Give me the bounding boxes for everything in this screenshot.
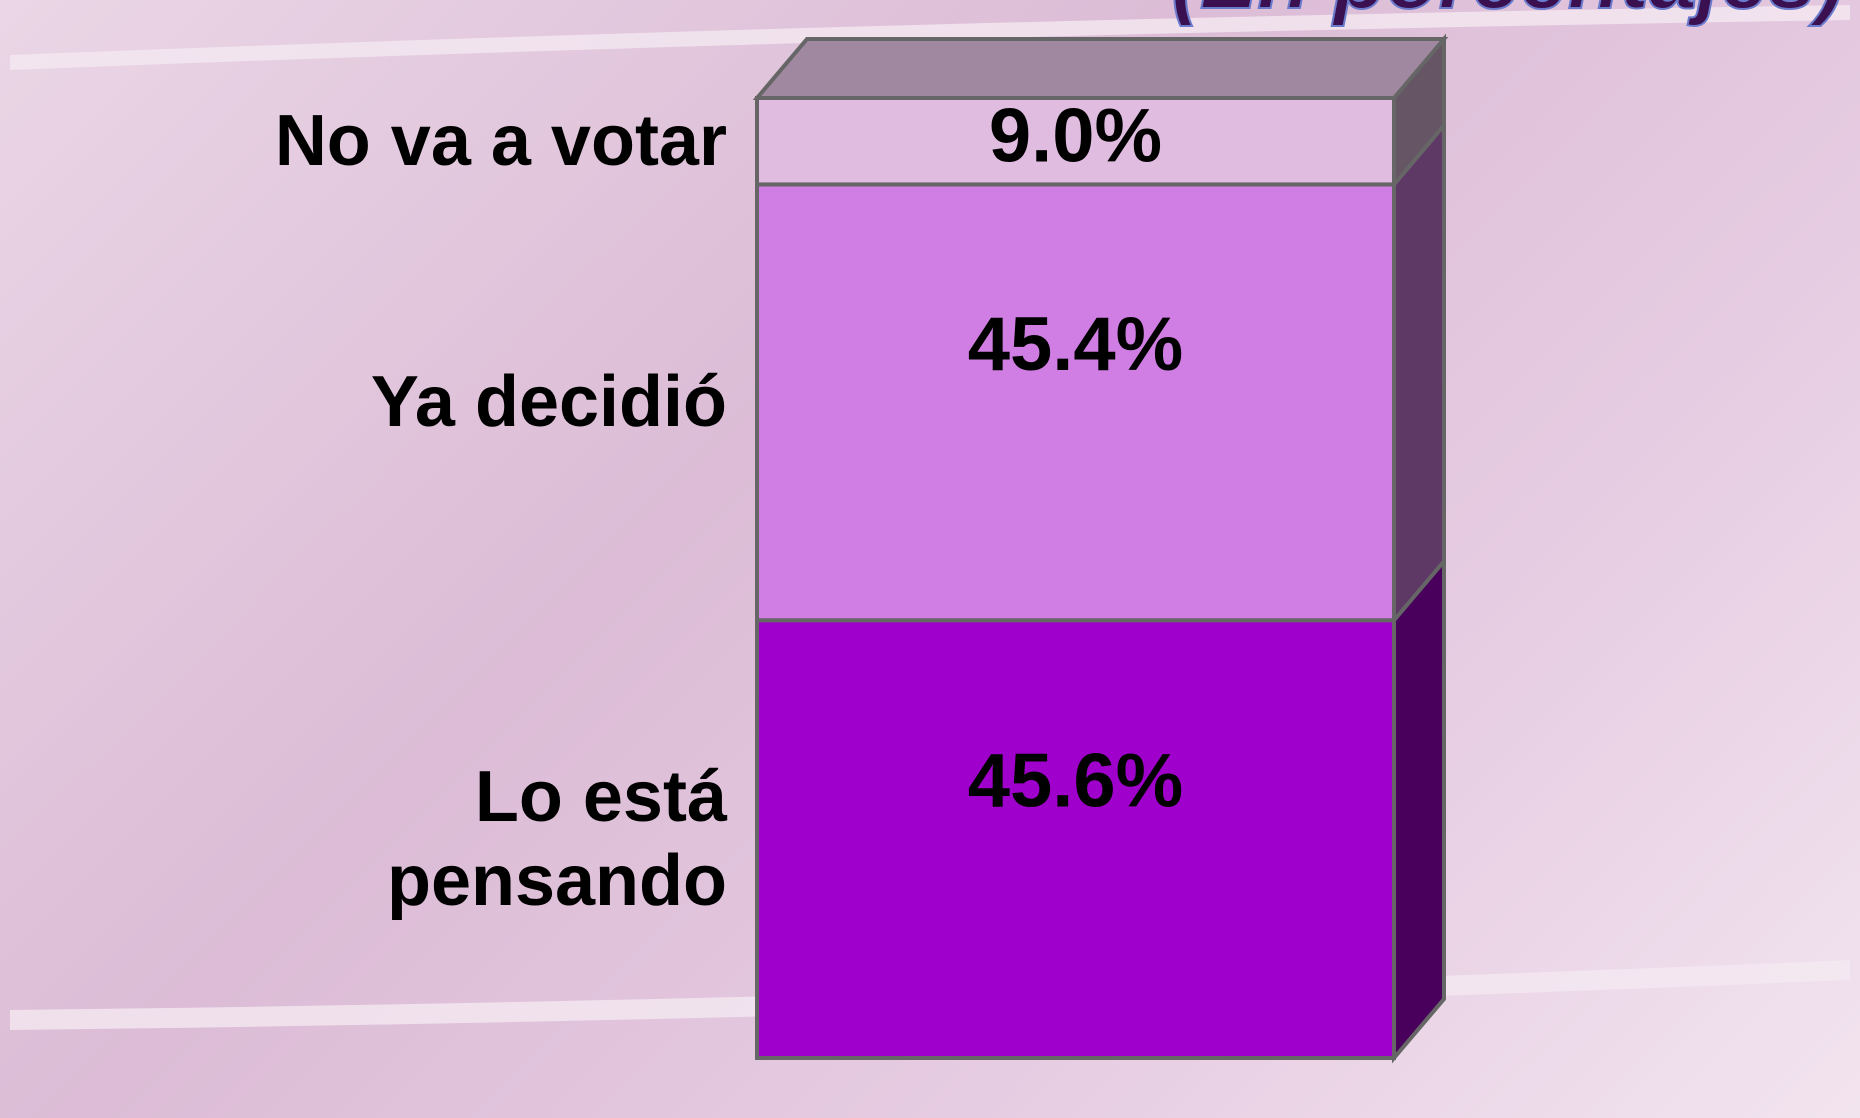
page: (En porcentajes) 45.6%45.4%9.0% (() => {… <box>0 0 1860 1118</box>
value-label: 45.4% <box>968 302 1184 387</box>
segment-label: Lo está pensando <box>207 755 727 923</box>
segment-label: Ya decidió <box>207 360 727 444</box>
segment-label: No va a votar <box>207 99 727 183</box>
bar-side <box>1394 125 1444 620</box>
bar-top <box>757 39 1444 98</box>
value-label: 9.0% <box>989 93 1162 178</box>
chart-title: (En porcentajes) <box>1171 0 1845 27</box>
value-label: 45.6% <box>968 739 1184 824</box>
bar-segment <box>757 620 1394 1058</box>
bar-side <box>1394 561 1444 1058</box>
bar-segment <box>757 184 1394 620</box>
